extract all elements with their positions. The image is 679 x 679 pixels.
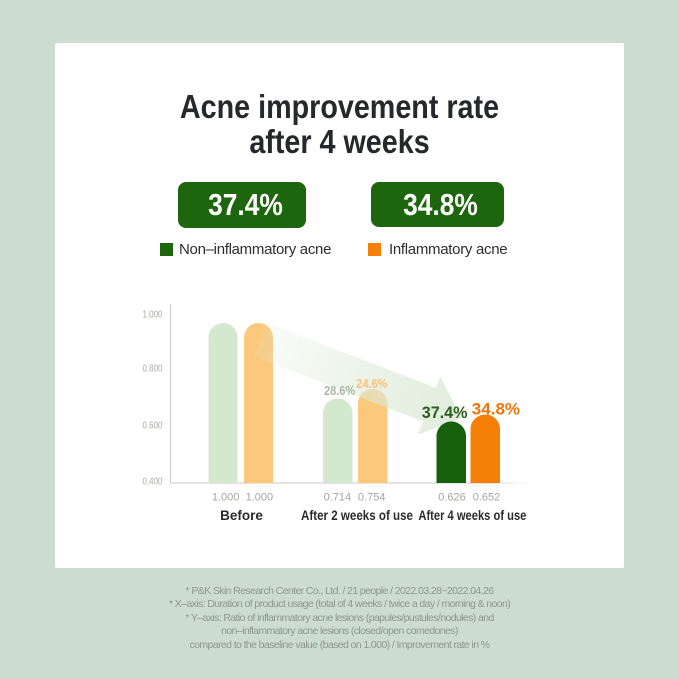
svg-text:28.6%: 28.6% [324,384,356,398]
svg-text:0.754: 0.754 [358,492,386,504]
svg-text:Before: Before [220,508,263,523]
svg-text:1.000: 1.000 [212,492,240,504]
svg-text:0.600: 0.600 [143,421,163,432]
svg-text:0.652: 0.652 [473,492,501,504]
svg-text:After 4 weeks of use: After 4 weeks of use [418,508,526,523]
svg-text:24.6%: 24.6% [356,377,388,391]
svg-text:1.000: 1.000 [143,310,163,321]
svg-text:0.400: 0.400 [143,477,163,488]
svg-text:1.000: 1.000 [246,492,274,504]
svg-text:0.626: 0.626 [438,492,466,504]
svg-text:34.8%: 34.8% [472,400,520,419]
svg-text:0.714: 0.714 [324,492,352,504]
svg-text:0.800: 0.800 [143,364,163,375]
svg-text:After 2 weeks of use: After 2 weeks of use [301,508,413,523]
svg-text:37.4%: 37.4% [422,403,468,422]
